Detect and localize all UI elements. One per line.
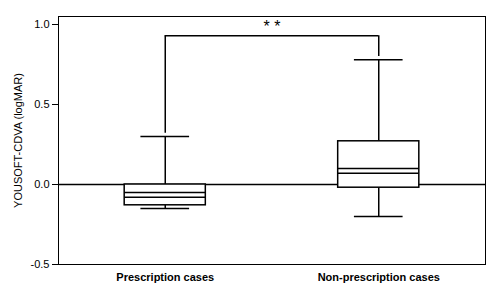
svg-text:0.0: 0.0 xyxy=(34,178,49,190)
svg-text:YOUSOFT-CDVA (logMAR): YOUSOFT-CDVA (logMAR) xyxy=(12,73,24,208)
svg-text:Non-prescription cases: Non-prescription cases xyxy=(318,271,440,283)
svg-text:1.0: 1.0 xyxy=(34,18,49,30)
svg-text:* *: * * xyxy=(264,18,281,35)
svg-text:-0.5: -0.5 xyxy=(31,258,50,270)
svg-text:Prescription cases: Prescription cases xyxy=(116,271,214,283)
svg-text:0.5: 0.5 xyxy=(34,98,49,110)
